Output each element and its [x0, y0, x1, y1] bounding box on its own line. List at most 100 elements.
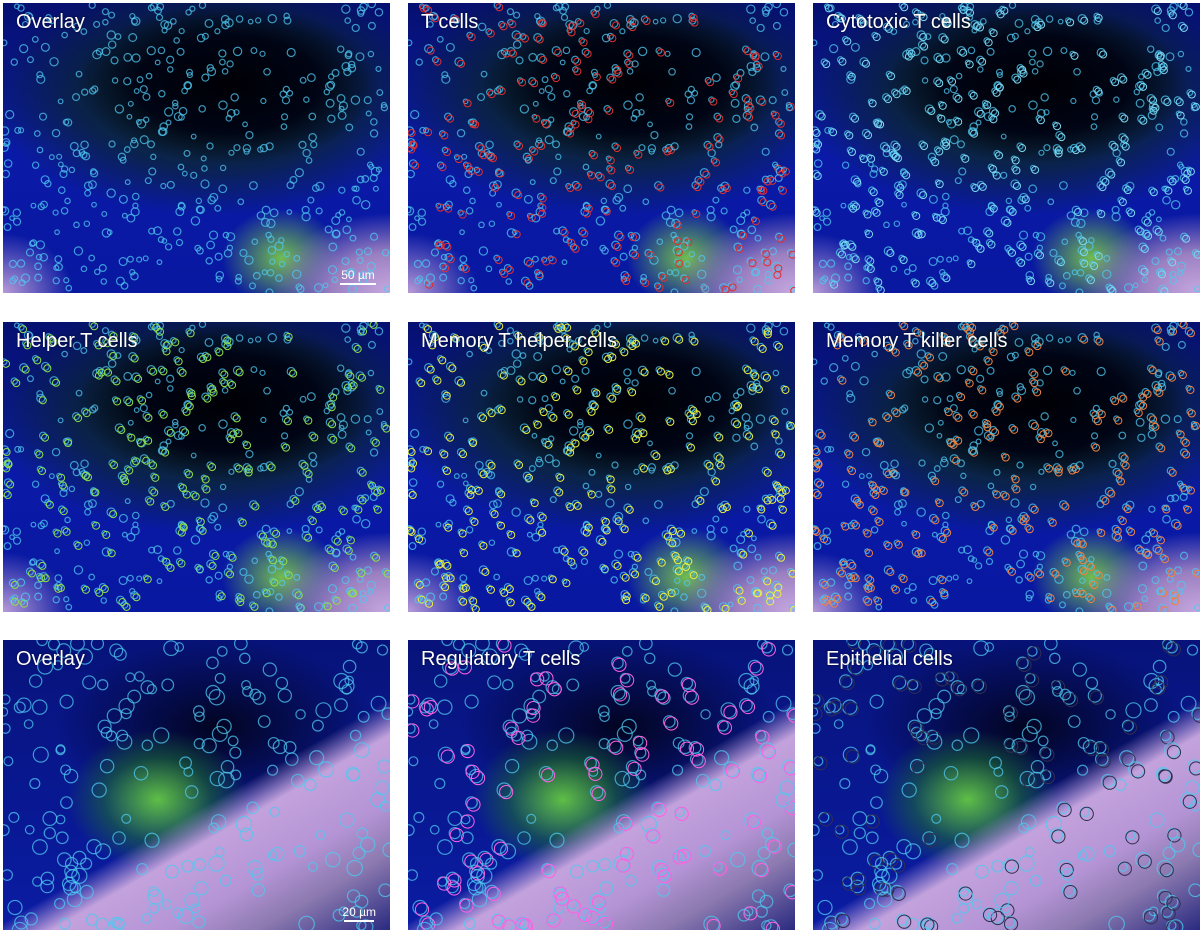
cell-outline [573, 501, 582, 510]
cell-outline [538, 528, 547, 537]
cell [55, 745, 66, 756]
cell [599, 881, 614, 896]
cell [1137, 73, 1145, 80]
cell [871, 350, 878, 358]
cell [468, 768, 484, 784]
cell-outline [989, 204, 998, 213]
cell [1052, 686, 1063, 697]
cell-outline [771, 111, 780, 120]
cell [207, 195, 216, 205]
cell [369, 448, 379, 457]
cell [408, 39, 413, 47]
cell-outline [1040, 747, 1055, 762]
cell [941, 192, 950, 201]
cell [595, 216, 606, 226]
cell [257, 465, 264, 472]
cell [611, 386, 622, 396]
cell-outline [1021, 514, 1030, 523]
cell [408, 869, 418, 881]
cell [603, 3, 612, 9]
cell [30, 202, 37, 209]
cell [936, 532, 946, 542]
cell-outline [1178, 371, 1187, 380]
cell [226, 60, 234, 68]
cell [1186, 408, 1194, 415]
cell [1154, 370, 1163, 379]
cell [477, 412, 486, 421]
cell [286, 528, 293, 534]
cell-outline [838, 376, 847, 385]
cell [619, 672, 631, 684]
cell-outline [989, 348, 998, 357]
cell-outline [12, 379, 21, 388]
cell [410, 109, 420, 120]
cell [295, 283, 303, 291]
cell-outline [82, 409, 91, 418]
cell [813, 525, 817, 533]
cell-outline [538, 209, 547, 218]
cell [988, 346, 995, 354]
cell-outline [1080, 335, 1089, 344]
cell-outline [437, 876, 452, 891]
cell-outline [532, 114, 541, 123]
cell [1066, 530, 1076, 539]
cell-outline [663, 466, 672, 475]
cell [200, 155, 207, 162]
cell [511, 708, 528, 724]
cell [126, 113, 133, 120]
cell [549, 177, 557, 185]
cell [867, 98, 874, 105]
cell [665, 536, 675, 546]
cell-outline [668, 539, 677, 548]
cell [142, 574, 149, 581]
cell-outline [369, 322, 378, 329]
cell [536, 456, 543, 463]
cell-outline [474, 167, 483, 176]
cell-outline [847, 466, 857, 476]
cell [485, 140, 494, 150]
cell [1065, 17, 1072, 24]
cell-outline [734, 401, 743, 410]
cell [762, 710, 775, 723]
cell-outline [357, 569, 366, 578]
cell-outline [505, 265, 514, 275]
cell [920, 56, 929, 65]
cell [741, 45, 750, 53]
cell [1000, 216, 1011, 226]
cell [958, 227, 966, 235]
cell-outline [1181, 175, 1190, 185]
cell [1045, 273, 1053, 281]
cell [738, 672, 755, 690]
cell-outline [538, 513, 547, 522]
cell-outline [785, 801, 795, 816]
cell [629, 18, 639, 28]
cell [357, 328, 365, 336]
cell-outline [497, 406, 506, 415]
cell [581, 47, 590, 56]
cell-outline [1036, 251, 1045, 260]
cell-outline [768, 202, 777, 211]
cell [653, 282, 662, 290]
cell-outline [863, 529, 872, 538]
cell [36, 393, 46, 403]
cell [72, 412, 81, 421]
cell [1171, 493, 1180, 502]
cell-outline [681, 563, 691, 572]
cell [28, 674, 43, 688]
cell [247, 337, 254, 344]
cell [660, 336, 667, 343]
cell [169, 17, 177, 25]
cell [1045, 592, 1053, 600]
cell [141, 739, 153, 751]
cell [1010, 179, 1020, 189]
cell-outline [837, 569, 846, 578]
cell [774, 448, 784, 457]
cell [241, 680, 252, 690]
cell [1076, 268, 1085, 277]
cell-outline [656, 183, 665, 192]
cell [1071, 269, 1078, 276]
cell [893, 539, 901, 546]
cell [703, 140, 712, 149]
cell [17, 127, 25, 134]
cell [1185, 166, 1193, 173]
